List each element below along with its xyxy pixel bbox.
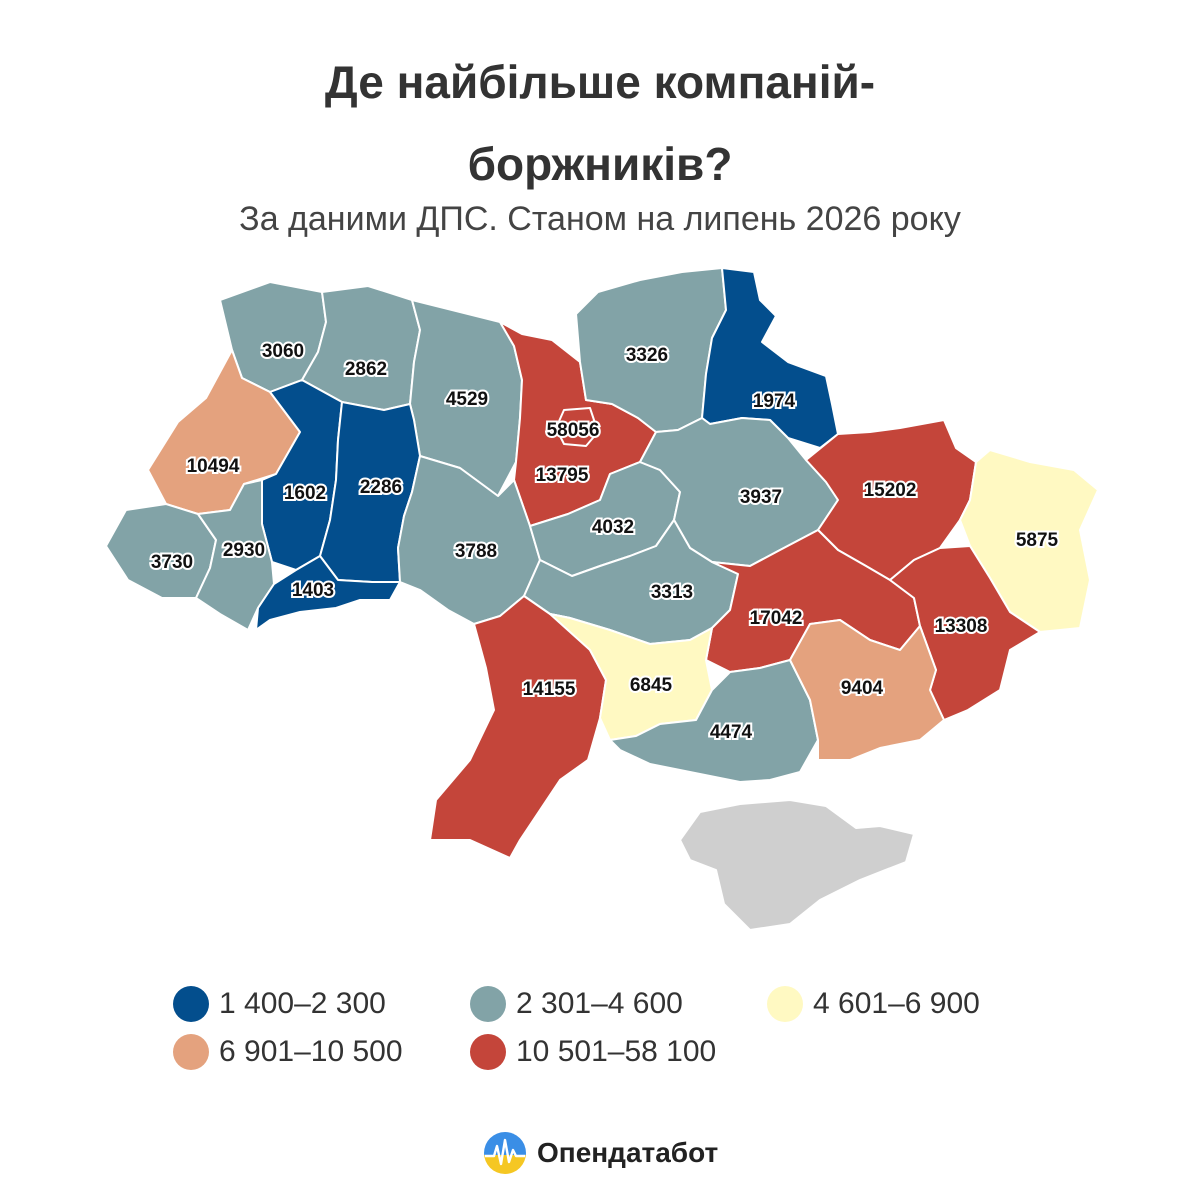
region-label-cherkasy: 4032 — [592, 517, 634, 538]
region-label-donetsk: 13308 — [935, 616, 988, 637]
legend-label-5: 10 501–58 100 — [516, 1035, 717, 1068]
region-label-mykolaiv: 6845 — [630, 675, 673, 696]
page-title-line-2: боржників? — [467, 138, 733, 190]
legend-label-2: 2 301–4 600 — [516, 987, 683, 1020]
region-label-zaporizhzhia: 9404 — [841, 678, 884, 699]
region-crimea — [679, 799, 915, 931]
region-label-sumy: 1974 — [753, 391, 796, 412]
legend-label-4: 6 901–10 500 — [219, 1035, 403, 1068]
region-label-odesa: 14155 — [523, 679, 576, 700]
brand: Опендатабот — [483, 1130, 718, 1176]
region-label-kherson: 4474 — [710, 722, 753, 743]
region-label-kyiv: 58056 — [547, 420, 600, 441]
region-label-ivano-frankivsk: 2930 — [223, 540, 265, 561]
region-label-volyn: 3060 — [262, 341, 304, 362]
legend-item-3: 4 601–6 900 — [767, 986, 980, 1022]
legend-dot-3 — [767, 986, 803, 1022]
legend-item-5: 10 501–58 100 — [470, 1034, 716, 1070]
regions-layer — [105, 267, 1099, 931]
region-label-kharkiv: 15202 — [864, 480, 917, 501]
region-label-luhansk: 5875 — [1016, 530, 1059, 551]
region-kyiv — [555, 407, 599, 447]
region-label-zhytomyr: 4529 — [446, 389, 488, 410]
region-zaporizhzhia — [789, 619, 945, 761]
legend-item-4: 6 901–10 500 — [173, 1034, 403, 1070]
page-title-line-1: Де найбільше компаній- — [324, 56, 876, 108]
legend-item-2: 2 301–4 600 — [470, 986, 683, 1022]
region-label-lviv: 10494 — [187, 456, 240, 477]
legend-dot-1 — [173, 986, 209, 1022]
brand-name: Опендатабот — [537, 1137, 719, 1168]
legend-label-1: 1 400–2 300 — [219, 987, 386, 1020]
region-label-poltava: 3937 — [740, 487, 782, 508]
legend-dot-2 — [470, 986, 506, 1022]
region-zakarpattia — [105, 503, 217, 599]
region-label-vinnytsia: 3788 — [455, 541, 497, 562]
region-label-chernivtsi: 1403 — [292, 580, 334, 601]
legend-label-3: 4 601–6 900 — [813, 987, 980, 1020]
region-chernivtsi — [255, 555, 401, 631]
region-kharkiv — [805, 419, 977, 581]
region-label-kirovohrad: 3313 — [651, 582, 693, 603]
region-label-rivne: 2862 — [345, 359, 387, 380]
legend-item-1: 1 400–2 300 — [173, 986, 386, 1022]
labels-layer: 3060 2862 4529 58056 13795 3326 1974 10494 1602 2… — [149, 339, 1061, 745]
page-subtitle: За даними ДПС. Станом на липень 2026 рок… — [239, 200, 961, 238]
region-label-khmelnytskyi: 2286 — [360, 477, 402, 498]
opendatabot-logo-icon — [484, 1132, 526, 1174]
region-label-ternopil: 1602 — [284, 483, 326, 504]
region-luhansk — [959, 449, 1099, 633]
region-label-dnipro: 17042 — [750, 608, 803, 629]
legend-dot-4 — [173, 1034, 209, 1070]
region-label-kyiv-oblast: 13795 — [536, 465, 589, 486]
legend-dot-5 — [470, 1034, 506, 1070]
region-label-zakarpattia: 3730 — [151, 552, 193, 573]
region-label-chernihiv: 3326 — [626, 345, 668, 366]
